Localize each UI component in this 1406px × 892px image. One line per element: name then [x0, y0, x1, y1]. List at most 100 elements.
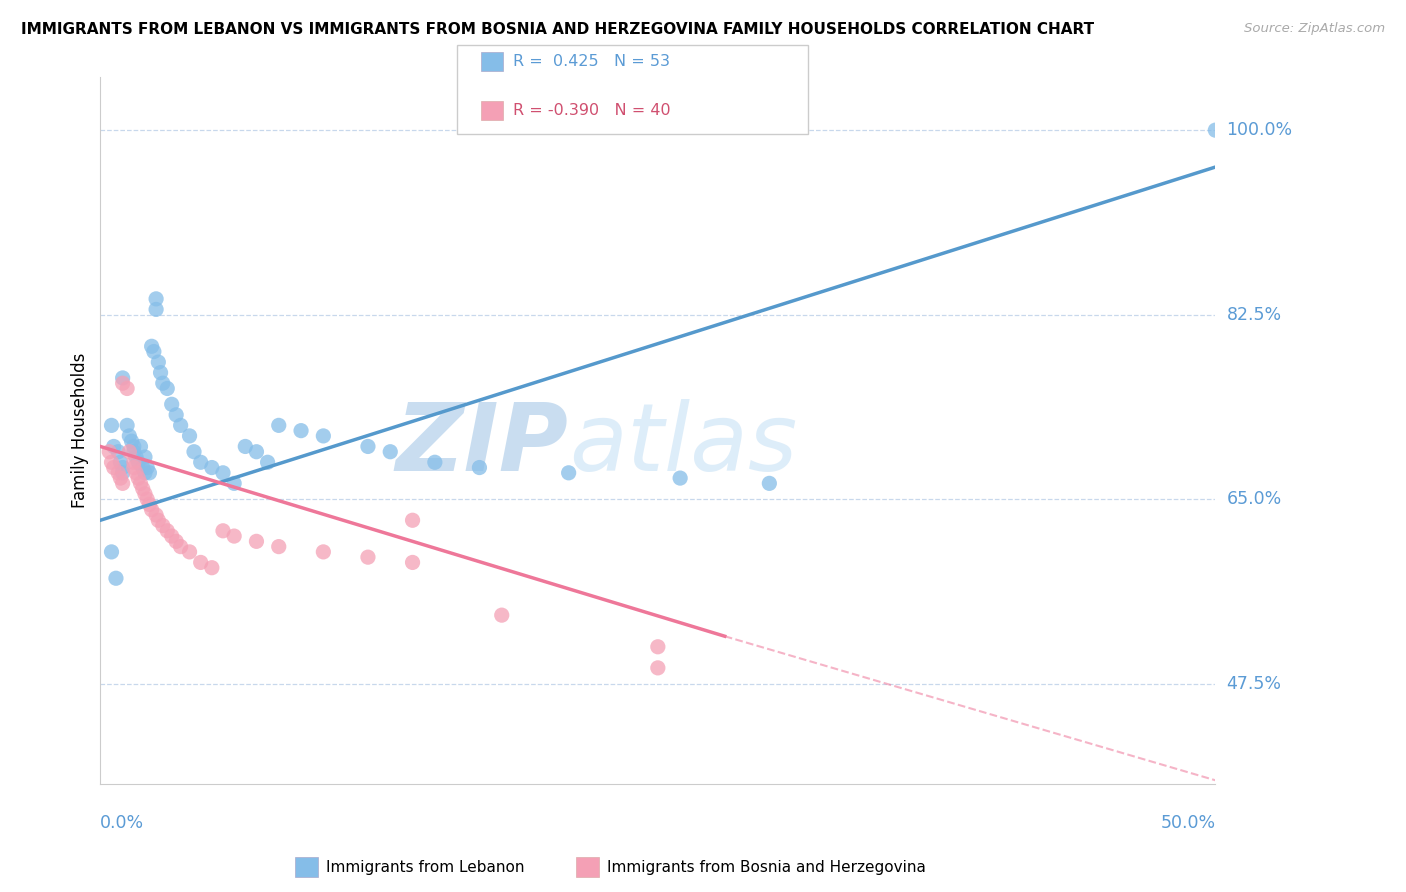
Point	[134, 466, 156, 480]
Point	[149, 366, 172, 380]
Point	[103, 440, 125, 454]
Point	[312, 429, 335, 443]
Text: atlas: atlas	[568, 400, 797, 491]
Point	[132, 460, 155, 475]
Point	[129, 476, 152, 491]
Point	[122, 455, 145, 469]
Point	[148, 355, 170, 369]
Point	[491, 608, 513, 623]
Point	[118, 444, 141, 458]
Point	[267, 540, 290, 554]
Point	[100, 418, 122, 433]
Point	[100, 455, 122, 469]
Point	[468, 460, 491, 475]
Text: Immigrants from Lebanon: Immigrants from Lebanon	[326, 860, 524, 874]
Text: 100.0%: 100.0%	[1226, 121, 1292, 139]
Text: Immigrants from Bosnia and Herzegovina: Immigrants from Bosnia and Herzegovina	[607, 860, 927, 874]
Text: 65.0%: 65.0%	[1226, 491, 1282, 508]
Point	[152, 518, 174, 533]
Point	[145, 292, 167, 306]
Text: 47.5%: 47.5%	[1226, 674, 1281, 693]
Point	[183, 444, 205, 458]
Point	[111, 376, 134, 391]
Point	[132, 482, 155, 496]
Text: R =  0.425   N = 53: R = 0.425 N = 53	[513, 54, 671, 69]
Point	[312, 545, 335, 559]
Point	[122, 444, 145, 458]
Text: IMMIGRANTS FROM LEBANON VS IMMIGRANTS FROM BOSNIA AND HERZEGOVINA FAMILY HOUSEHO: IMMIGRANTS FROM LEBANON VS IMMIGRANTS FR…	[21, 22, 1094, 37]
Point	[138, 498, 160, 512]
Point	[127, 471, 149, 485]
Point	[233, 440, 256, 454]
Point	[141, 339, 163, 353]
Point	[145, 302, 167, 317]
Point	[212, 524, 235, 538]
Point	[380, 444, 402, 458]
Point	[136, 492, 159, 507]
Point	[256, 455, 278, 469]
Point	[129, 440, 152, 454]
Point	[423, 455, 446, 469]
Point	[357, 440, 380, 454]
Point	[111, 466, 134, 480]
Point	[115, 418, 138, 433]
Point	[212, 466, 235, 480]
Point	[134, 450, 156, 464]
Text: 50.0%: 50.0%	[1160, 814, 1215, 832]
Point	[190, 455, 212, 469]
Text: R = -0.390   N = 40: R = -0.390 N = 40	[513, 103, 671, 118]
Point	[121, 434, 143, 449]
Text: ZIP: ZIP	[395, 399, 568, 491]
Point	[136, 460, 159, 475]
Point	[107, 444, 129, 458]
Point	[169, 540, 191, 554]
Point	[245, 444, 267, 458]
Point	[98, 444, 121, 458]
Point	[141, 502, 163, 516]
Point	[145, 508, 167, 522]
Point	[122, 440, 145, 454]
Point	[103, 460, 125, 475]
Point	[100, 545, 122, 559]
Point	[111, 371, 134, 385]
Point	[148, 513, 170, 527]
Point	[224, 476, 246, 491]
Point	[224, 529, 246, 543]
Point	[160, 397, 183, 411]
Text: Source: ZipAtlas.com: Source: ZipAtlas.com	[1244, 22, 1385, 36]
Point	[165, 534, 187, 549]
Point	[104, 571, 127, 585]
Point	[111, 476, 134, 491]
Point	[647, 661, 669, 675]
Point	[138, 466, 160, 480]
Point	[557, 466, 579, 480]
Point	[179, 545, 201, 559]
Point	[245, 534, 267, 549]
Text: 0.0%: 0.0%	[100, 814, 145, 832]
Point	[267, 418, 290, 433]
Point	[290, 424, 312, 438]
Point	[142, 344, 165, 359]
Point	[110, 455, 132, 469]
Point	[115, 382, 138, 396]
Point	[1204, 123, 1226, 137]
Point	[110, 471, 132, 485]
Point	[647, 640, 669, 654]
Point	[401, 556, 423, 570]
Point	[160, 529, 183, 543]
Point	[125, 450, 148, 464]
Point	[134, 487, 156, 501]
Point	[401, 513, 423, 527]
Point	[669, 471, 692, 485]
Point	[125, 466, 148, 480]
Point	[122, 460, 145, 475]
Point	[156, 524, 179, 538]
Point	[201, 460, 224, 475]
Point	[156, 382, 179, 396]
Point	[190, 556, 212, 570]
Point	[107, 466, 129, 480]
Point	[127, 455, 149, 469]
Point	[169, 418, 191, 433]
Y-axis label: Family Households: Family Households	[72, 353, 89, 508]
Point	[758, 476, 780, 491]
